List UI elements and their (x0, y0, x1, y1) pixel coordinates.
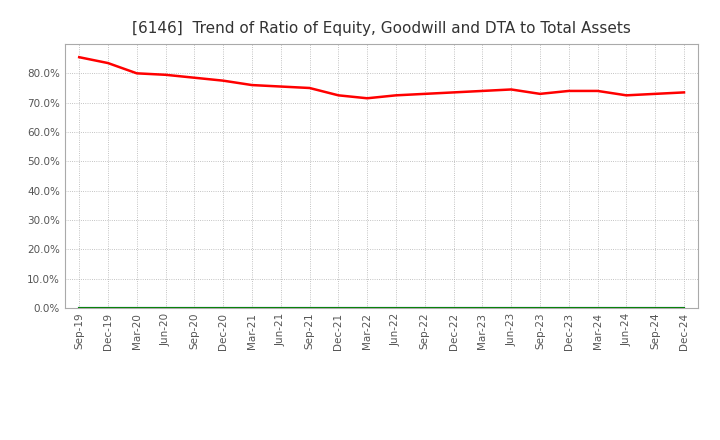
Goodwill (132, 305, 141, 311)
Deferred Tax Assets (305, 305, 314, 311)
Goodwill (75, 305, 84, 311)
Equity (276, 84, 285, 89)
Goodwill (507, 305, 516, 311)
Line: Equity: Equity (79, 57, 684, 98)
Goodwill (104, 305, 112, 311)
Equity (334, 93, 343, 98)
Goodwill (363, 305, 372, 311)
Equity (363, 95, 372, 101)
Goodwill (564, 305, 573, 311)
Equity (132, 71, 141, 76)
Deferred Tax Assets (190, 305, 199, 311)
Goodwill (219, 305, 228, 311)
Goodwill (478, 305, 487, 311)
Equity (104, 60, 112, 66)
Goodwill (276, 305, 285, 311)
Equity (478, 88, 487, 94)
Goodwill (622, 305, 631, 311)
Equity (248, 82, 256, 88)
Equity (75, 55, 84, 60)
Goodwill (248, 305, 256, 311)
Deferred Tax Assets (161, 305, 170, 311)
Deferred Tax Assets (248, 305, 256, 311)
Deferred Tax Assets (75, 305, 84, 311)
Deferred Tax Assets (507, 305, 516, 311)
Goodwill (161, 305, 170, 311)
Goodwill (536, 305, 544, 311)
Deferred Tax Assets (564, 305, 573, 311)
Equity (651, 91, 660, 96)
Equity (161, 72, 170, 77)
Equity (507, 87, 516, 92)
Goodwill (651, 305, 660, 311)
Deferred Tax Assets (132, 305, 141, 311)
Deferred Tax Assets (276, 305, 285, 311)
Equity (219, 78, 228, 83)
Deferred Tax Assets (420, 305, 429, 311)
Deferred Tax Assets (449, 305, 458, 311)
Goodwill (449, 305, 458, 311)
Equity (680, 90, 688, 95)
Goodwill (593, 305, 602, 311)
Goodwill (420, 305, 429, 311)
Deferred Tax Assets (363, 305, 372, 311)
Equity (564, 88, 573, 94)
Title: [6146]  Trend of Ratio of Equity, Goodwill and DTA to Total Assets: [6146] Trend of Ratio of Equity, Goodwil… (132, 21, 631, 36)
Goodwill (190, 305, 199, 311)
Deferred Tax Assets (622, 305, 631, 311)
Deferred Tax Assets (593, 305, 602, 311)
Equity (305, 85, 314, 91)
Deferred Tax Assets (680, 305, 688, 311)
Deferred Tax Assets (392, 305, 400, 311)
Deferred Tax Assets (104, 305, 112, 311)
Deferred Tax Assets (219, 305, 228, 311)
Equity (449, 90, 458, 95)
Goodwill (392, 305, 400, 311)
Equity (622, 93, 631, 98)
Equity (190, 75, 199, 81)
Deferred Tax Assets (651, 305, 660, 311)
Goodwill (305, 305, 314, 311)
Equity (420, 91, 429, 96)
Deferred Tax Assets (334, 305, 343, 311)
Equity (392, 93, 400, 98)
Deferred Tax Assets (478, 305, 487, 311)
Goodwill (680, 305, 688, 311)
Equity (593, 88, 602, 94)
Equity (536, 91, 544, 96)
Deferred Tax Assets (536, 305, 544, 311)
Goodwill (334, 305, 343, 311)
